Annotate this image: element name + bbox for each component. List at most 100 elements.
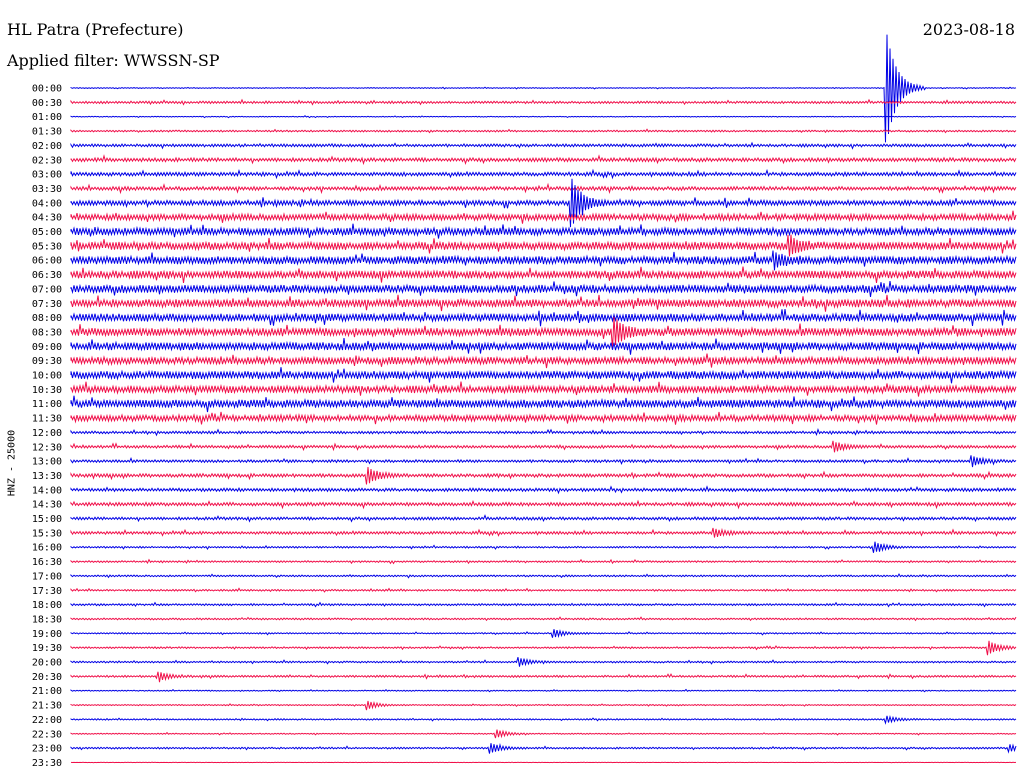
time-tick-label: 03:30: [32, 184, 62, 195]
time-tick-label: 00:00: [32, 84, 62, 95]
time-tick-label: 20:30: [32, 672, 62, 683]
time-tick-label: 09:30: [32, 356, 62, 367]
trace-line: [70, 395, 1017, 413]
trace-line: [70, 338, 1017, 355]
time-tick-label: 06:30: [32, 270, 62, 281]
trace-line: [70, 485, 1017, 495]
time-tick-label: 23:30: [32, 758, 62, 769]
filter-label: Applied filter: WWSSN-SP: [7, 51, 220, 70]
trace-line: [70, 381, 1017, 397]
trace-line: [70, 455, 1017, 468]
date-label: 2023-08-18: [922, 20, 1015, 39]
time-tick-label: 01:30: [32, 127, 62, 138]
time-tick-label: 15:30: [32, 528, 62, 539]
trace-line: [70, 210, 1017, 224]
trace-line: [70, 168, 1017, 180]
trace-line: [70, 729, 1017, 739]
time-tick-label: 22:00: [32, 715, 62, 726]
time-tick-label: 18:30: [32, 614, 62, 625]
trace-line: [70, 514, 1017, 523]
trace-line: [70, 573, 1017, 579]
time-tick-label: 14:00: [32, 485, 62, 496]
trace-line: [70, 234, 1017, 257]
time-tick-label: 04:00: [32, 198, 62, 209]
trace-line: [70, 182, 1017, 195]
trace-line: [70, 640, 1017, 656]
trace-line: [70, 250, 1017, 271]
trace-line: [70, 115, 1017, 119]
time-tick-label: 18:00: [32, 600, 62, 611]
trace-line: [70, 499, 1017, 510]
time-tick-label: 01:00: [32, 112, 62, 123]
trace-line: [70, 154, 1017, 166]
time-tick-label: 17:30: [32, 586, 62, 597]
time-tick-label: 06:00: [32, 256, 62, 267]
trace-line: [70, 688, 1017, 693]
trace-line: [70, 411, 1017, 425]
time-tick-label: 07:00: [32, 284, 62, 295]
trace-line: [70, 178, 1017, 228]
time-tick-label: 11:30: [32, 414, 62, 425]
time-tick-label: 02:30: [32, 155, 62, 166]
trace-line: [70, 316, 1017, 350]
time-tick-label: 09:00: [32, 342, 62, 353]
time-tick-label: 00:30: [32, 98, 62, 109]
time-tick-label: 12:00: [32, 428, 62, 439]
trace-line: [70, 657, 1017, 667]
trace-line: [70, 281, 1017, 297]
trace-line: [70, 466, 1017, 485]
trace-line: [70, 223, 1017, 239]
trace-line: [70, 428, 1017, 437]
time-tick-label: 08:00: [32, 313, 62, 324]
time-tick-label: 14:30: [32, 500, 62, 511]
time-tick-label: 13:30: [32, 471, 62, 482]
time-tick-label: 11:00: [32, 399, 62, 410]
time-tick-label: 10:00: [32, 371, 62, 382]
time-tick-label: 21:30: [32, 701, 62, 712]
station-title: HL Patra (Prefecture): [7, 20, 184, 39]
trace-line: [70, 616, 1017, 622]
time-tick-label: 19:00: [32, 629, 62, 640]
trace-line: [70, 367, 1017, 384]
trace-line: [70, 629, 1017, 639]
trace-line: [70, 98, 1017, 106]
trace-line: [70, 294, 1017, 312]
trace-line: [70, 266, 1017, 283]
time-tick-label: 16:30: [32, 557, 62, 568]
time-tick-label: 20:00: [32, 658, 62, 669]
time-tick-label: 13:00: [32, 457, 62, 468]
time-tick-label: 16:00: [32, 543, 62, 554]
trace-line: [70, 671, 1017, 683]
trace-line: [70, 141, 1017, 150]
trace-line: [70, 700, 1017, 711]
time-tick-label: 17:00: [32, 571, 62, 582]
trace-line: [70, 587, 1017, 593]
time-tick-label: 05:00: [32, 227, 62, 238]
time-tick-label: 05:30: [32, 241, 62, 252]
trace-line: [70, 742, 1017, 754]
time-tick-label: 07:30: [32, 299, 62, 310]
time-tick-label: 21:00: [32, 686, 62, 697]
time-tick-label: 15:00: [32, 514, 62, 525]
time-tick-label: 02:00: [32, 141, 62, 152]
time-tick-label: 08:30: [32, 327, 62, 338]
time-tick-label: 10:30: [32, 385, 62, 396]
time-tick-label: 19:30: [32, 643, 62, 654]
trace-line: [70, 309, 1017, 327]
trace-line: [70, 761, 1017, 764]
trace-line: [70, 34, 1017, 143]
trace-line: [70, 714, 1017, 725]
time-tick-label: 23:00: [32, 744, 62, 755]
trace-line: [70, 440, 1017, 453]
trace-line: [70, 601, 1017, 608]
trace-line: [70, 353, 1017, 369]
time-tick-label: 22:30: [32, 729, 62, 740]
time-tick-label: 03:00: [32, 170, 62, 181]
trace-line: [70, 541, 1017, 553]
trace-line: [70, 128, 1017, 134]
time-tick-label: 12:30: [32, 442, 62, 453]
trace-line: [70, 527, 1017, 538]
trace-line: [70, 558, 1017, 565]
time-tick-label: 04:30: [32, 213, 62, 224]
